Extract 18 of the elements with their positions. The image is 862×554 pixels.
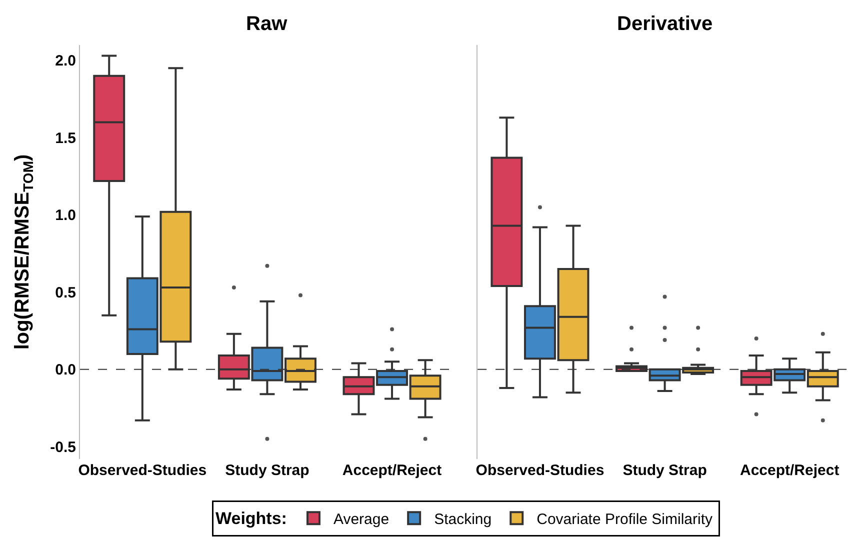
x-tick-label: Accept/Reject [740,462,840,479]
legend-title: Weights: [216,509,287,528]
legend-label: Stacking [434,511,492,528]
y-tick-label: -0.5 [50,438,76,456]
x-tick-label: Accept/Reject [342,462,442,479]
legend-label: Covariate Profile Similarity [536,511,714,528]
x-tick-label: Study Strap [622,462,707,479]
x-tick-label: Observed-Studies [78,462,207,479]
y-tick-label: 1.0 [55,207,76,224]
y-tick-label: 0.5 [55,284,76,302]
y-tick-label: 0.0 [55,362,76,379]
legend-label: Average [333,511,390,528]
chart-title: Raw [246,13,288,35]
y-tick-label: 2.0 [55,52,76,70]
x-tick-label: Observed-Studies [476,462,604,479]
chart-title: Derivative [617,13,713,35]
x-tick-label: Study Strap [225,462,310,479]
y-tick-label: 1.5 [55,130,76,147]
